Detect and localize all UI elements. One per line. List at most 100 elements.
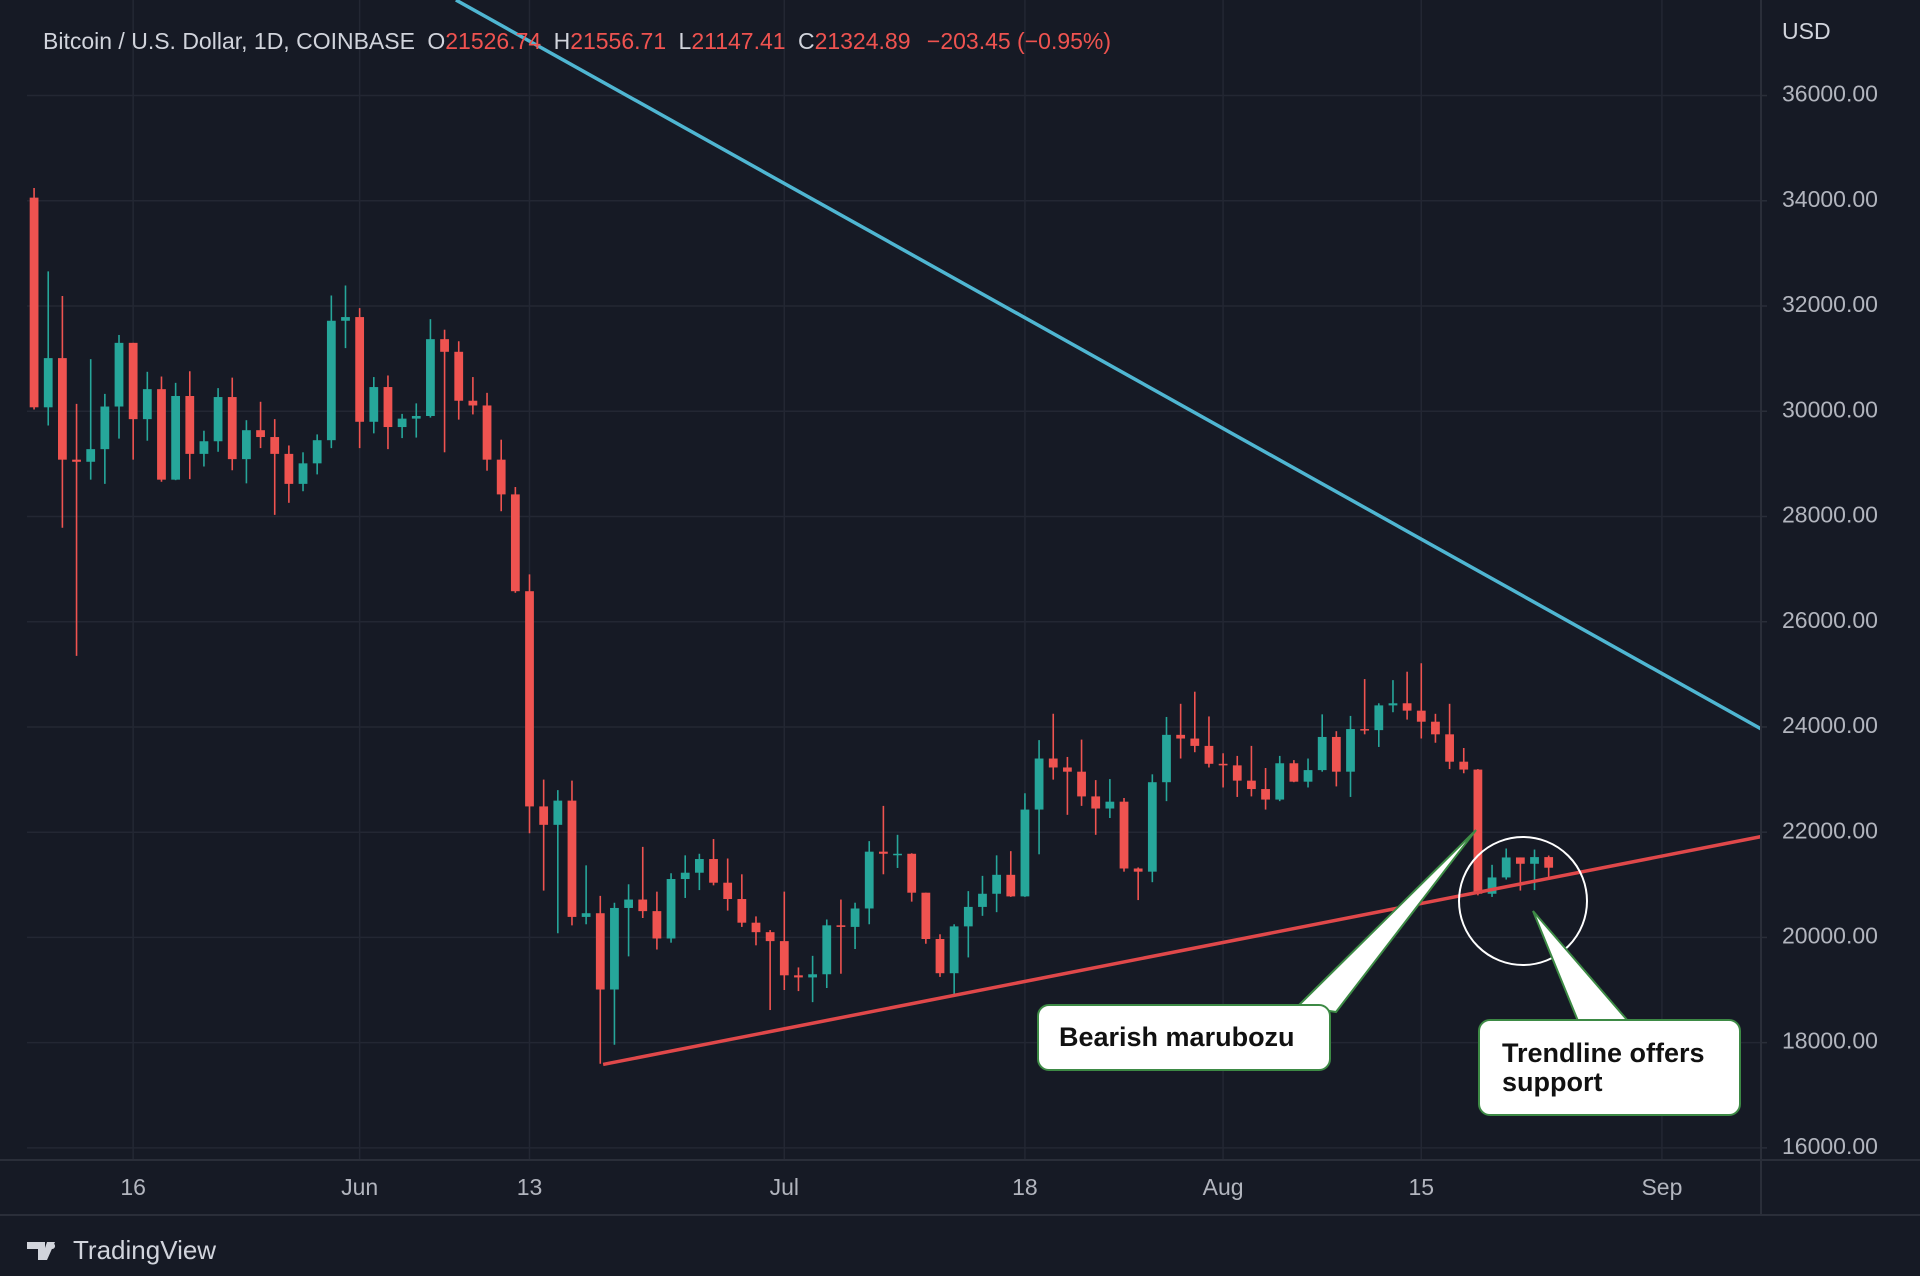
candle-body <box>666 879 676 939</box>
y-tick-label: 30000.00 <box>1782 396 1878 422</box>
candle-body <box>1445 734 1454 762</box>
candle-body <box>1515 857 1525 864</box>
candle-body <box>1261 789 1270 800</box>
candle-body <box>836 925 846 927</box>
candle-body <box>72 459 81 462</box>
low-value: 21147.41 <box>691 28 785 54</box>
candle-body <box>1459 761 1469 770</box>
candle-body <box>709 859 718 883</box>
candle-body <box>1133 868 1143 872</box>
currency-label: USD <box>1782 18 1831 44</box>
candle-body <box>411 415 421 419</box>
candle-body <box>1006 874 1016 897</box>
x-tick-label: Jul <box>770 1174 799 1200</box>
candle-body <box>864 851 874 909</box>
candle-body <box>1218 763 1228 766</box>
candle-body <box>850 908 860 927</box>
y-tick-label: 32000.00 <box>1782 291 1878 317</box>
candle-body <box>1176 734 1186 739</box>
candle-body <box>426 339 435 416</box>
high-value: 21556.71 <box>570 28 666 54</box>
candle-body <box>440 339 449 352</box>
symbol: Bitcoin / U.S. Dollar, 1D, COINBASE <box>43 28 415 54</box>
y-tick-label: 34000.00 <box>1782 186 1878 212</box>
candle-body <box>1487 877 1497 894</box>
low-label: L <box>679 28 692 54</box>
candle-body <box>1374 705 1384 731</box>
candle-body <box>1020 809 1030 897</box>
candle-body <box>284 453 294 484</box>
candle-body <box>43 358 53 408</box>
candle-body <box>397 418 407 428</box>
candle-body <box>1204 745 1214 764</box>
candle-body <box>128 342 138 420</box>
candle-body <box>1331 736 1341 772</box>
candle-body <box>157 389 166 480</box>
candle-body <box>1416 710 1426 722</box>
candle-body <box>1105 801 1115 809</box>
y-tick-label: 36000.00 <box>1782 81 1878 107</box>
candle-body <box>1289 763 1299 782</box>
y-tick-label: 24000.00 <box>1782 712 1878 738</box>
candle-body <box>1501 857 1511 878</box>
candle-body <box>482 405 492 460</box>
candle-body <box>86 449 96 462</box>
candle-body <box>185 395 195 454</box>
candle-body <box>454 351 464 401</box>
y-tick-label: 26000.00 <box>1782 607 1878 633</box>
candle-body <box>581 913 591 917</box>
candle-body <box>751 922 761 933</box>
candle-body <box>808 974 817 978</box>
candle-body <box>369 387 379 422</box>
candle-body <box>312 440 322 464</box>
candle-body <box>1048 758 1058 768</box>
candle-body <box>270 437 280 454</box>
y-tick-label: 16000.00 <box>1782 1133 1878 1159</box>
x-tick-label: 13 <box>517 1174 543 1200</box>
high-label: H <box>554 28 571 54</box>
x-tick-label: 16 <box>120 1174 146 1200</box>
candle-body <box>1063 767 1072 772</box>
candle-body <box>383 387 393 428</box>
y-tick-label: 28000.00 <box>1782 502 1878 528</box>
callout-box: Trendline offers support <box>1478 1019 1741 1116</box>
candle-body <box>723 882 733 900</box>
candle-body <box>1232 765 1242 781</box>
candle-body <box>1034 758 1044 810</box>
candle-body <box>1530 857 1539 864</box>
candle-body <box>949 926 959 974</box>
x-tick-label: Jun <box>341 1174 378 1200</box>
candle-body <box>510 494 520 592</box>
open-label: O <box>427 28 445 54</box>
x-tick-label: 18 <box>1012 1174 1038 1200</box>
candle-body <box>242 430 251 460</box>
trendline <box>602 834 1762 1067</box>
chart-header: Bitcoin / U.S. Dollar, 1D, COINBASE O215… <box>43 28 1111 54</box>
candle-body <box>341 317 350 321</box>
candle-body <box>213 397 223 442</box>
candle-body <box>822 925 832 975</box>
candle-body <box>878 851 888 854</box>
x-tick-label: Sep <box>1641 1174 1682 1200</box>
tradingview-logo: TradingView <box>27 1235 216 1265</box>
candle-body <box>1402 703 1412 711</box>
candle-body <box>1147 782 1157 872</box>
change-value: −203.45 (−0.95%) <box>927 28 1111 54</box>
y-tick-label: 18000.00 <box>1782 1028 1878 1054</box>
candle-body <box>496 459 506 495</box>
candle-body <box>1317 736 1327 771</box>
candle-body <box>935 939 945 974</box>
candle-body <box>298 463 308 484</box>
candle-body <box>1162 734 1171 783</box>
brand: TradingView <box>73 1235 216 1265</box>
candle-body <box>1544 857 1554 868</box>
candle-body <box>978 893 987 907</box>
candle-body <box>1360 729 1370 731</box>
open-value: 21526.74 <box>445 28 541 54</box>
candle-body <box>794 975 803 978</box>
highlight-circle <box>1458 836 1588 966</box>
candle-body <box>1247 780 1256 790</box>
candle-body <box>227 397 237 460</box>
